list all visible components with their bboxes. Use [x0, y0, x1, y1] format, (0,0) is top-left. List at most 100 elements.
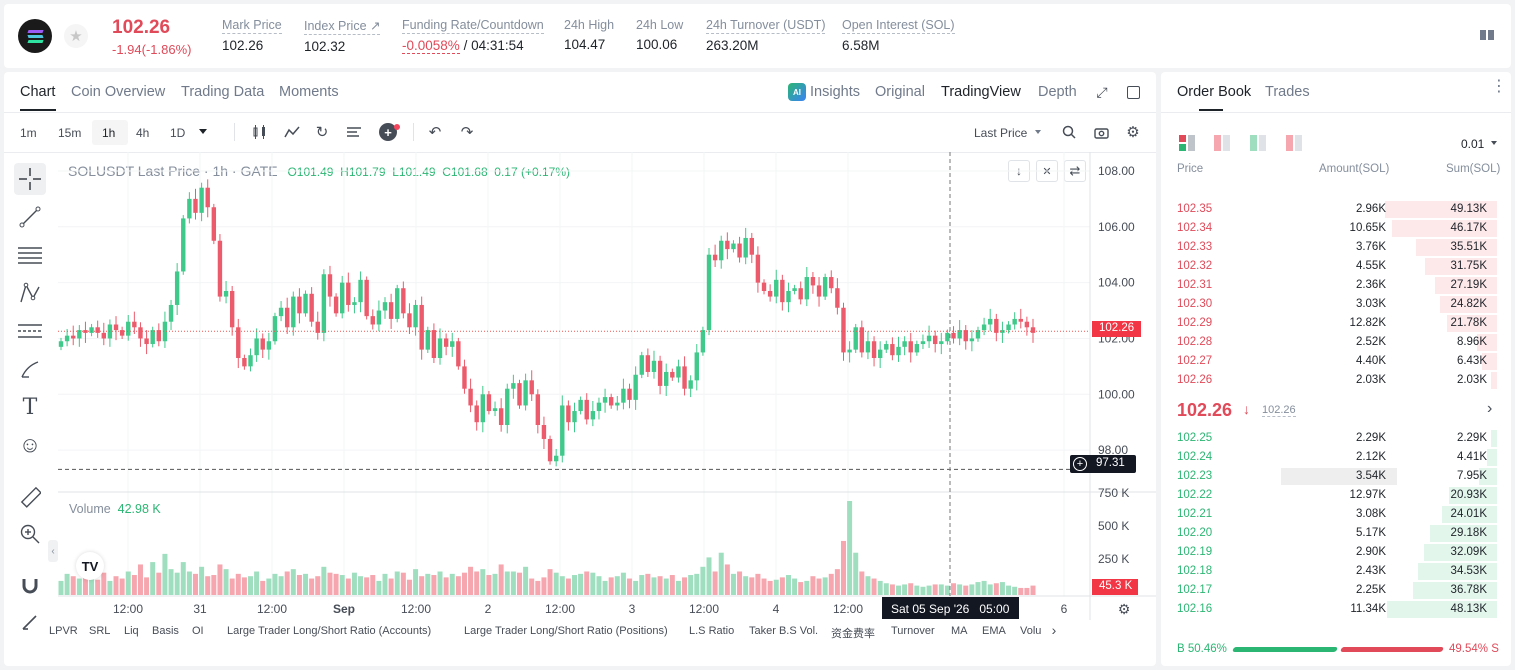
brush-tool-icon[interactable]: [14, 353, 46, 385]
interval-15m[interactable]: 15m: [58, 126, 82, 140]
ask-row[interactable]: 102.28 2.52K 8.96K: [1161, 333, 1501, 352]
indicator-9[interactable]: 资金费率: [831, 628, 875, 640]
stat-index-price[interactable]: Index Price ↗ 102.32: [304, 19, 381, 54]
bid-row[interactable]: 102.20 5.17K 29.18K: [1161, 524, 1501, 543]
volume-bar: [492, 573, 498, 595]
bid-row[interactable]: 102.21 3.08K 24.01K: [1161, 505, 1501, 524]
indicator-13[interactable]: Volu: [1020, 625, 1042, 637]
bid-row[interactable]: 102.25 2.29K 2.29K: [1161, 429, 1501, 448]
price-type-dropdown-icon[interactable]: [1035, 130, 1041, 134]
ask-row[interactable]: 102.35 2.96K 49.13K: [1161, 200, 1501, 219]
pattern-tool-icon[interactable]: [14, 277, 46, 309]
interval-dropdown-icon[interactable]: [199, 129, 207, 134]
candle: [156, 330, 162, 342]
search-icon[interactable]: [1060, 123, 1078, 141]
view-split-icon[interactable]: [1286, 135, 1302, 151]
ask-row[interactable]: 102.34 10.65K 46.17K: [1161, 219, 1501, 238]
indicators-icon[interactable]: [283, 123, 301, 141]
volume-bar: [174, 572, 180, 595]
tab-coin-overview[interactable]: Coin Overview: [71, 84, 166, 100]
interval-1d[interactable]: 1D: [170, 126, 186, 140]
indicator-7[interactable]: L.S Ratio: [689, 625, 735, 637]
bid-row[interactable]: 102.24 2.12K 4.41K: [1161, 448, 1501, 467]
tab-moments[interactable]: Moments: [279, 84, 339, 100]
tick-size-select[interactable]: 0.01: [1461, 137, 1485, 151]
undo-icon[interactable]: ↶: [428, 124, 442, 141]
volume-bar: [64, 573, 70, 595]
ask-row[interactable]: 102.32 4.55K 31.75K: [1161, 257, 1501, 276]
indicator-0[interactable]: LPVR: [49, 625, 78, 637]
interval-1m[interactable]: 1m: [20, 126, 37, 140]
magnet-tool-icon[interactable]: [14, 569, 46, 601]
ask-row[interactable]: 102.33 3.76K 35.51K: [1161, 238, 1501, 257]
candle: [205, 187, 210, 208]
view-asks-icon[interactable]: [1214, 135, 1230, 151]
pencil-lock-tool-icon[interactable]: [14, 606, 46, 638]
volume-bar: [1012, 586, 1018, 595]
indicator-11[interactable]: MA: [951, 625, 968, 637]
fib-tool-icon[interactable]: [14, 239, 46, 271]
text-tool-icon[interactable]: T: [22, 394, 38, 420]
template-icon[interactable]: [345, 123, 363, 141]
indicator-6[interactable]: Large Trader Long/Short Ratio (Positions…: [464, 625, 668, 637]
interval-1h[interactable]: 1h: [102, 126, 116, 140]
book-icon[interactable]: [1478, 26, 1496, 44]
indicator-10[interactable]: Turnover: [891, 625, 935, 637]
indicator-4[interactable]: OI: [192, 625, 204, 637]
view-both-icon[interactable]: [1179, 135, 1195, 151]
tab-depth[interactable]: Depth: [1038, 84, 1077, 100]
redo-icon[interactable]: ↷: [460, 124, 474, 141]
indicator-1[interactable]: SRL: [89, 625, 111, 637]
bid-row[interactable]: 102.16 11.34K 48.13K: [1161, 600, 1501, 619]
tab-tradingview[interactable]: TradingView: [941, 84, 1021, 100]
add-alert-icon[interactable]: +: [379, 123, 397, 141]
candle: [1030, 327, 1036, 333]
camera-icon[interactable]: [1092, 123, 1110, 141]
refresh-icon[interactable]: ↻: [315, 124, 329, 141]
ruler-tool-icon[interactable]: [14, 481, 46, 513]
ask-row[interactable]: 102.29 12.82K 21.78K: [1161, 314, 1501, 333]
window-icon[interactable]: [1127, 86, 1140, 99]
ask-row[interactable]: 102.31 2.36K 27.19K: [1161, 276, 1501, 295]
settings-gear-icon[interactable]: ⚙: [1126, 124, 1140, 141]
collapse-toolbar-icon[interactable]: ‹: [48, 540, 58, 562]
tick-size-dropdown-icon[interactable]: [1491, 141, 1497, 145]
projection-tool-icon[interactable]: [14, 315, 46, 347]
expand-icon[interactable]: ⤢: [1096, 83, 1108, 100]
bid-row[interactable]: 102.22 12.97K 20.93K: [1161, 486, 1501, 505]
tab-trading-data[interactable]: Trading Data: [181, 84, 265, 100]
bid-row[interactable]: 102.19 2.90K 32.09K: [1161, 543, 1501, 562]
indicator-3[interactable]: Basis: [152, 625, 179, 637]
indicator-12[interactable]: EMA: [982, 625, 1006, 637]
tab-trades[interactable]: Trades: [1265, 84, 1310, 100]
candle-type-icon[interactable]: [251, 123, 269, 141]
crosshair-tool-icon[interactable]: [14, 163, 46, 195]
ask-row[interactable]: 102.27 4.40K 6.43K: [1161, 352, 1501, 371]
tab-original[interactable]: Original: [875, 84, 925, 100]
indicator-2[interactable]: Liq: [124, 625, 139, 637]
zoom-in-tool-icon[interactable]: [14, 518, 46, 550]
bid-row[interactable]: 102.23 3.54K 7.95K: [1161, 467, 1501, 486]
candlestick-chart[interactable]: 108.00106.00104.00102.00100.0098.0012:00…: [58, 152, 1156, 622]
ask-row[interactable]: 102.30 3.03K 24.82K: [1161, 295, 1501, 314]
add-order-icon[interactable]: +: [1073, 457, 1087, 471]
interval-4h[interactable]: 4h: [136, 126, 150, 140]
emoji-tool-icon[interactable]: ☺: [18, 432, 42, 457]
favorite-star-icon[interactable]: ★: [64, 24, 88, 48]
bid-row[interactable]: 102.18 2.43K 34.53K: [1161, 562, 1501, 581]
tab-chart[interactable]: Chart: [20, 84, 56, 100]
indicator-8[interactable]: Taker B.S Vol.: [749, 625, 819, 637]
trendline-tool-icon[interactable]: [14, 201, 46, 233]
view-bids-icon[interactable]: [1250, 135, 1266, 151]
volume-bar: [303, 573, 309, 595]
indicator-5[interactable]: Large Trader Long/Short Ratio (Accounts): [227, 625, 432, 637]
tab-order-book[interactable]: Order Book: [1177, 84, 1252, 100]
chart-settings-icon[interactable]: ⚙: [1117, 600, 1131, 617]
chevron-right-icon[interactable]: ›: [1487, 400, 1493, 417]
bid-row[interactable]: 102.17 2.25K 36.78K: [1161, 581, 1501, 600]
ask-row[interactable]: 102.26 2.03K 2.03K: [1161, 371, 1501, 390]
price-type-select[interactable]: Last Price: [974, 126, 1028, 140]
chevron-right-icon[interactable]: ›: [1051, 622, 1057, 638]
tab-insights[interactable]: Insights: [810, 84, 860, 100]
more-options-icon[interactable]: ⋮: [1491, 78, 1507, 95]
